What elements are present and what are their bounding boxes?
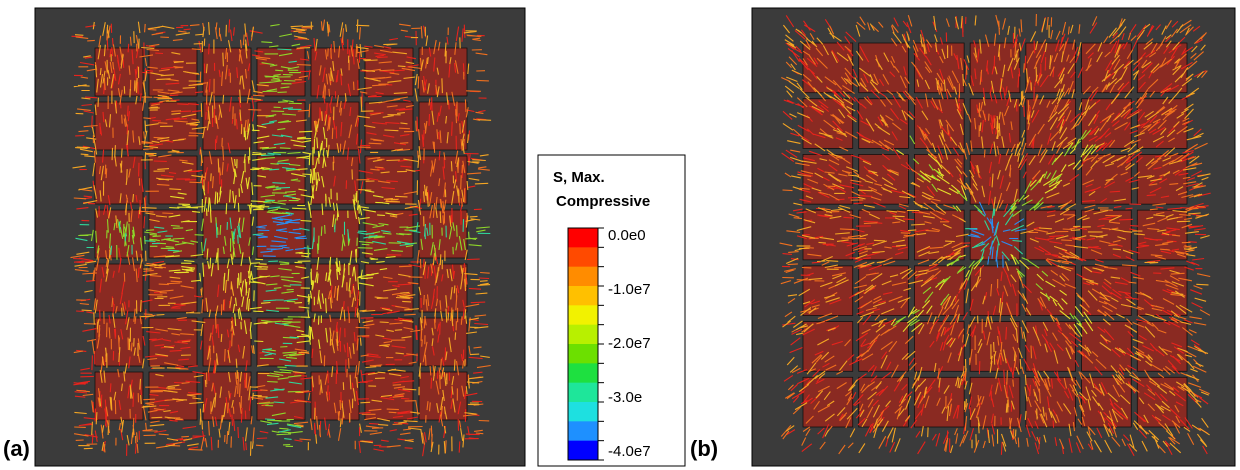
tile [94,101,144,151]
tile [969,154,1021,205]
tile [202,101,252,151]
stress-lines [967,201,1027,268]
tile [914,209,965,261]
tile [310,371,360,421]
stress-lines [75,48,491,440]
tile [418,155,468,205]
tile [1025,376,1076,428]
tile [148,101,198,151]
legend-title: S, Max. [553,169,605,186]
tile [802,209,854,261]
colorbar-band [568,402,598,422]
colorbar-band [568,382,598,403]
tile [256,209,306,259]
colorbar-band [568,363,598,384]
tile [858,42,909,94]
tile [256,47,306,97]
colorbar-band [568,344,598,364]
stress-lines [165,123,398,350]
legend-title: Compressive [556,193,650,210]
tile [1025,265,1076,316]
legend-box [537,154,686,467]
tile [148,263,198,313]
colorbar-label: -3.0e [608,389,642,406]
colorbar-band [568,305,598,326]
tile [802,42,854,94]
tile [1136,321,1188,372]
tile [1081,154,1132,205]
colorbar-label: -1.0e7 [608,281,651,298]
stress-lines [72,19,492,456]
stress-lines [782,15,1211,454]
stress-lines [70,19,491,454]
colorbar-band [568,286,598,306]
stress-lines [890,138,1100,337]
tile [969,209,1021,261]
colorbar-frame [567,227,599,461]
stress-lines [781,15,1211,457]
tile [418,101,468,151]
tile [310,317,360,367]
colorbar-band [568,440,598,461]
tile [148,47,198,97]
colorbar-label: -2.0e7 [608,335,651,352]
tile [202,209,252,259]
tile [418,371,468,421]
stress-lines [892,129,1096,327]
stress-field-a [70,19,492,457]
colorbar-band [568,266,598,287]
colorbar-band [568,247,598,268]
panel-label: (a) [3,436,30,461]
stress-field-b [779,13,1211,457]
tile [202,155,252,205]
tile [1081,265,1132,316]
colorbar-band [568,324,598,345]
tile [364,263,414,313]
tile [418,47,468,97]
colorbar-label: -4.0e7 [608,443,651,460]
stress-lines [255,214,307,257]
tile [802,321,854,372]
tile [202,371,252,421]
colorbar-band [568,421,598,442]
tile [1136,154,1188,205]
colorbar-label: 0.0e0 [608,227,646,244]
tile [969,321,1021,372]
stress-lines [78,23,490,447]
panel-label: (b) [690,436,718,461]
tile [202,263,252,313]
tile [1025,209,1076,261]
tile [94,371,144,421]
tile [94,155,144,205]
stress-lines [71,19,490,457]
tile [1081,321,1132,372]
stress-lines [965,205,1025,263]
colorbar-band [568,228,598,248]
